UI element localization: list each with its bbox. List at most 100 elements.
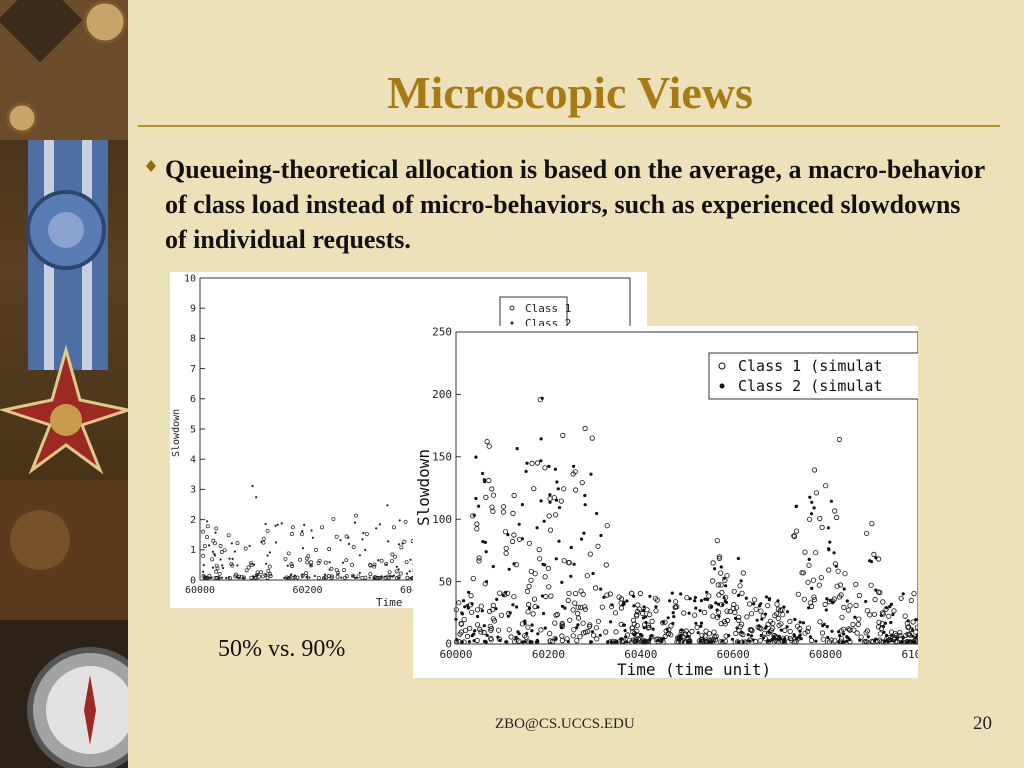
data-point xyxy=(858,634,864,640)
data-point xyxy=(473,629,477,633)
data-point xyxy=(378,523,381,526)
data-point xyxy=(468,592,474,599)
data-point xyxy=(837,582,844,588)
data-point xyxy=(802,630,808,636)
data-point xyxy=(883,621,887,625)
data-point xyxy=(757,638,763,644)
data-point xyxy=(813,550,819,556)
y-tick-label: 150 xyxy=(432,450,452,463)
data-point xyxy=(587,551,593,557)
data-point xyxy=(734,616,738,620)
data-point xyxy=(203,544,207,549)
data-point xyxy=(577,634,583,640)
data-point xyxy=(276,523,279,526)
data-point xyxy=(679,633,683,638)
data-point xyxy=(713,633,719,639)
data-point xyxy=(350,573,355,578)
data-point xyxy=(573,590,579,597)
data-point xyxy=(566,640,570,644)
data-point xyxy=(477,504,481,508)
data-point xyxy=(576,623,580,627)
data-point xyxy=(801,621,806,625)
data-point xyxy=(264,522,267,526)
data-point xyxy=(461,616,467,623)
data-point xyxy=(211,566,214,569)
data-point xyxy=(808,635,812,639)
data-point xyxy=(755,618,759,622)
data-point xyxy=(630,617,637,623)
y-tick-label: 1 xyxy=(190,545,196,556)
data-point xyxy=(390,558,394,563)
data-point xyxy=(806,562,812,568)
data-point xyxy=(823,483,829,489)
data-point xyxy=(536,605,540,609)
data-point xyxy=(213,552,216,556)
data-point xyxy=(268,551,271,554)
data-point xyxy=(774,601,780,607)
legend-entry: Class 2 (simulat xyxy=(738,377,883,395)
data-point xyxy=(886,613,892,619)
data-point xyxy=(546,584,552,590)
data-point xyxy=(560,604,565,608)
data-point xyxy=(268,572,273,577)
data-point xyxy=(737,583,743,589)
data-point xyxy=(752,602,756,606)
data-point xyxy=(476,558,482,564)
data-point xyxy=(718,620,724,627)
data-point xyxy=(249,575,254,580)
data-point xyxy=(678,636,682,640)
data-point xyxy=(762,636,768,642)
data-point xyxy=(397,576,401,579)
data-point xyxy=(820,636,826,642)
data-point xyxy=(731,588,737,594)
data-point xyxy=(785,610,790,614)
data-point xyxy=(891,612,895,617)
data-point xyxy=(907,632,913,638)
data-point xyxy=(308,576,311,579)
data-point xyxy=(795,591,801,597)
data-point xyxy=(598,633,602,637)
data-point xyxy=(353,521,357,524)
data-point xyxy=(889,620,893,625)
data-point xyxy=(727,608,733,615)
data-point xyxy=(233,550,236,553)
data-point xyxy=(570,633,576,639)
data-point xyxy=(816,582,822,588)
y-tick-label: 4 xyxy=(190,455,196,466)
data-point xyxy=(572,464,576,468)
data-point xyxy=(832,638,838,644)
data-point xyxy=(557,539,561,543)
data-point xyxy=(787,618,793,624)
data-point xyxy=(785,625,789,629)
data-point xyxy=(845,599,849,603)
data-point xyxy=(503,550,509,556)
data-point xyxy=(806,516,813,522)
data-point xyxy=(474,622,481,628)
slowdown-chart-90: 0 50 100 150 200 250 60000 60200 60400 60600 6080… xyxy=(413,326,918,678)
data-point xyxy=(878,625,885,632)
data-point xyxy=(722,594,729,600)
data-point xyxy=(290,573,293,576)
data-point xyxy=(740,631,746,638)
data-point xyxy=(326,574,331,578)
data-point xyxy=(490,607,496,613)
data-point xyxy=(875,589,882,595)
data-point xyxy=(497,590,503,596)
data-point xyxy=(812,506,816,510)
data-point xyxy=(205,524,210,529)
data-point xyxy=(225,576,228,580)
data-point xyxy=(506,610,512,616)
data-point xyxy=(489,486,495,492)
data-point xyxy=(625,640,629,644)
data-point xyxy=(301,576,304,579)
data-point xyxy=(547,527,554,533)
data-point xyxy=(536,547,542,553)
data-point xyxy=(286,564,289,567)
data-point xyxy=(517,632,521,636)
data-point xyxy=(580,591,586,597)
data-point xyxy=(483,494,489,500)
data-point xyxy=(221,564,224,567)
data-point xyxy=(640,633,644,637)
data-point xyxy=(344,574,349,579)
data-point xyxy=(474,521,480,527)
